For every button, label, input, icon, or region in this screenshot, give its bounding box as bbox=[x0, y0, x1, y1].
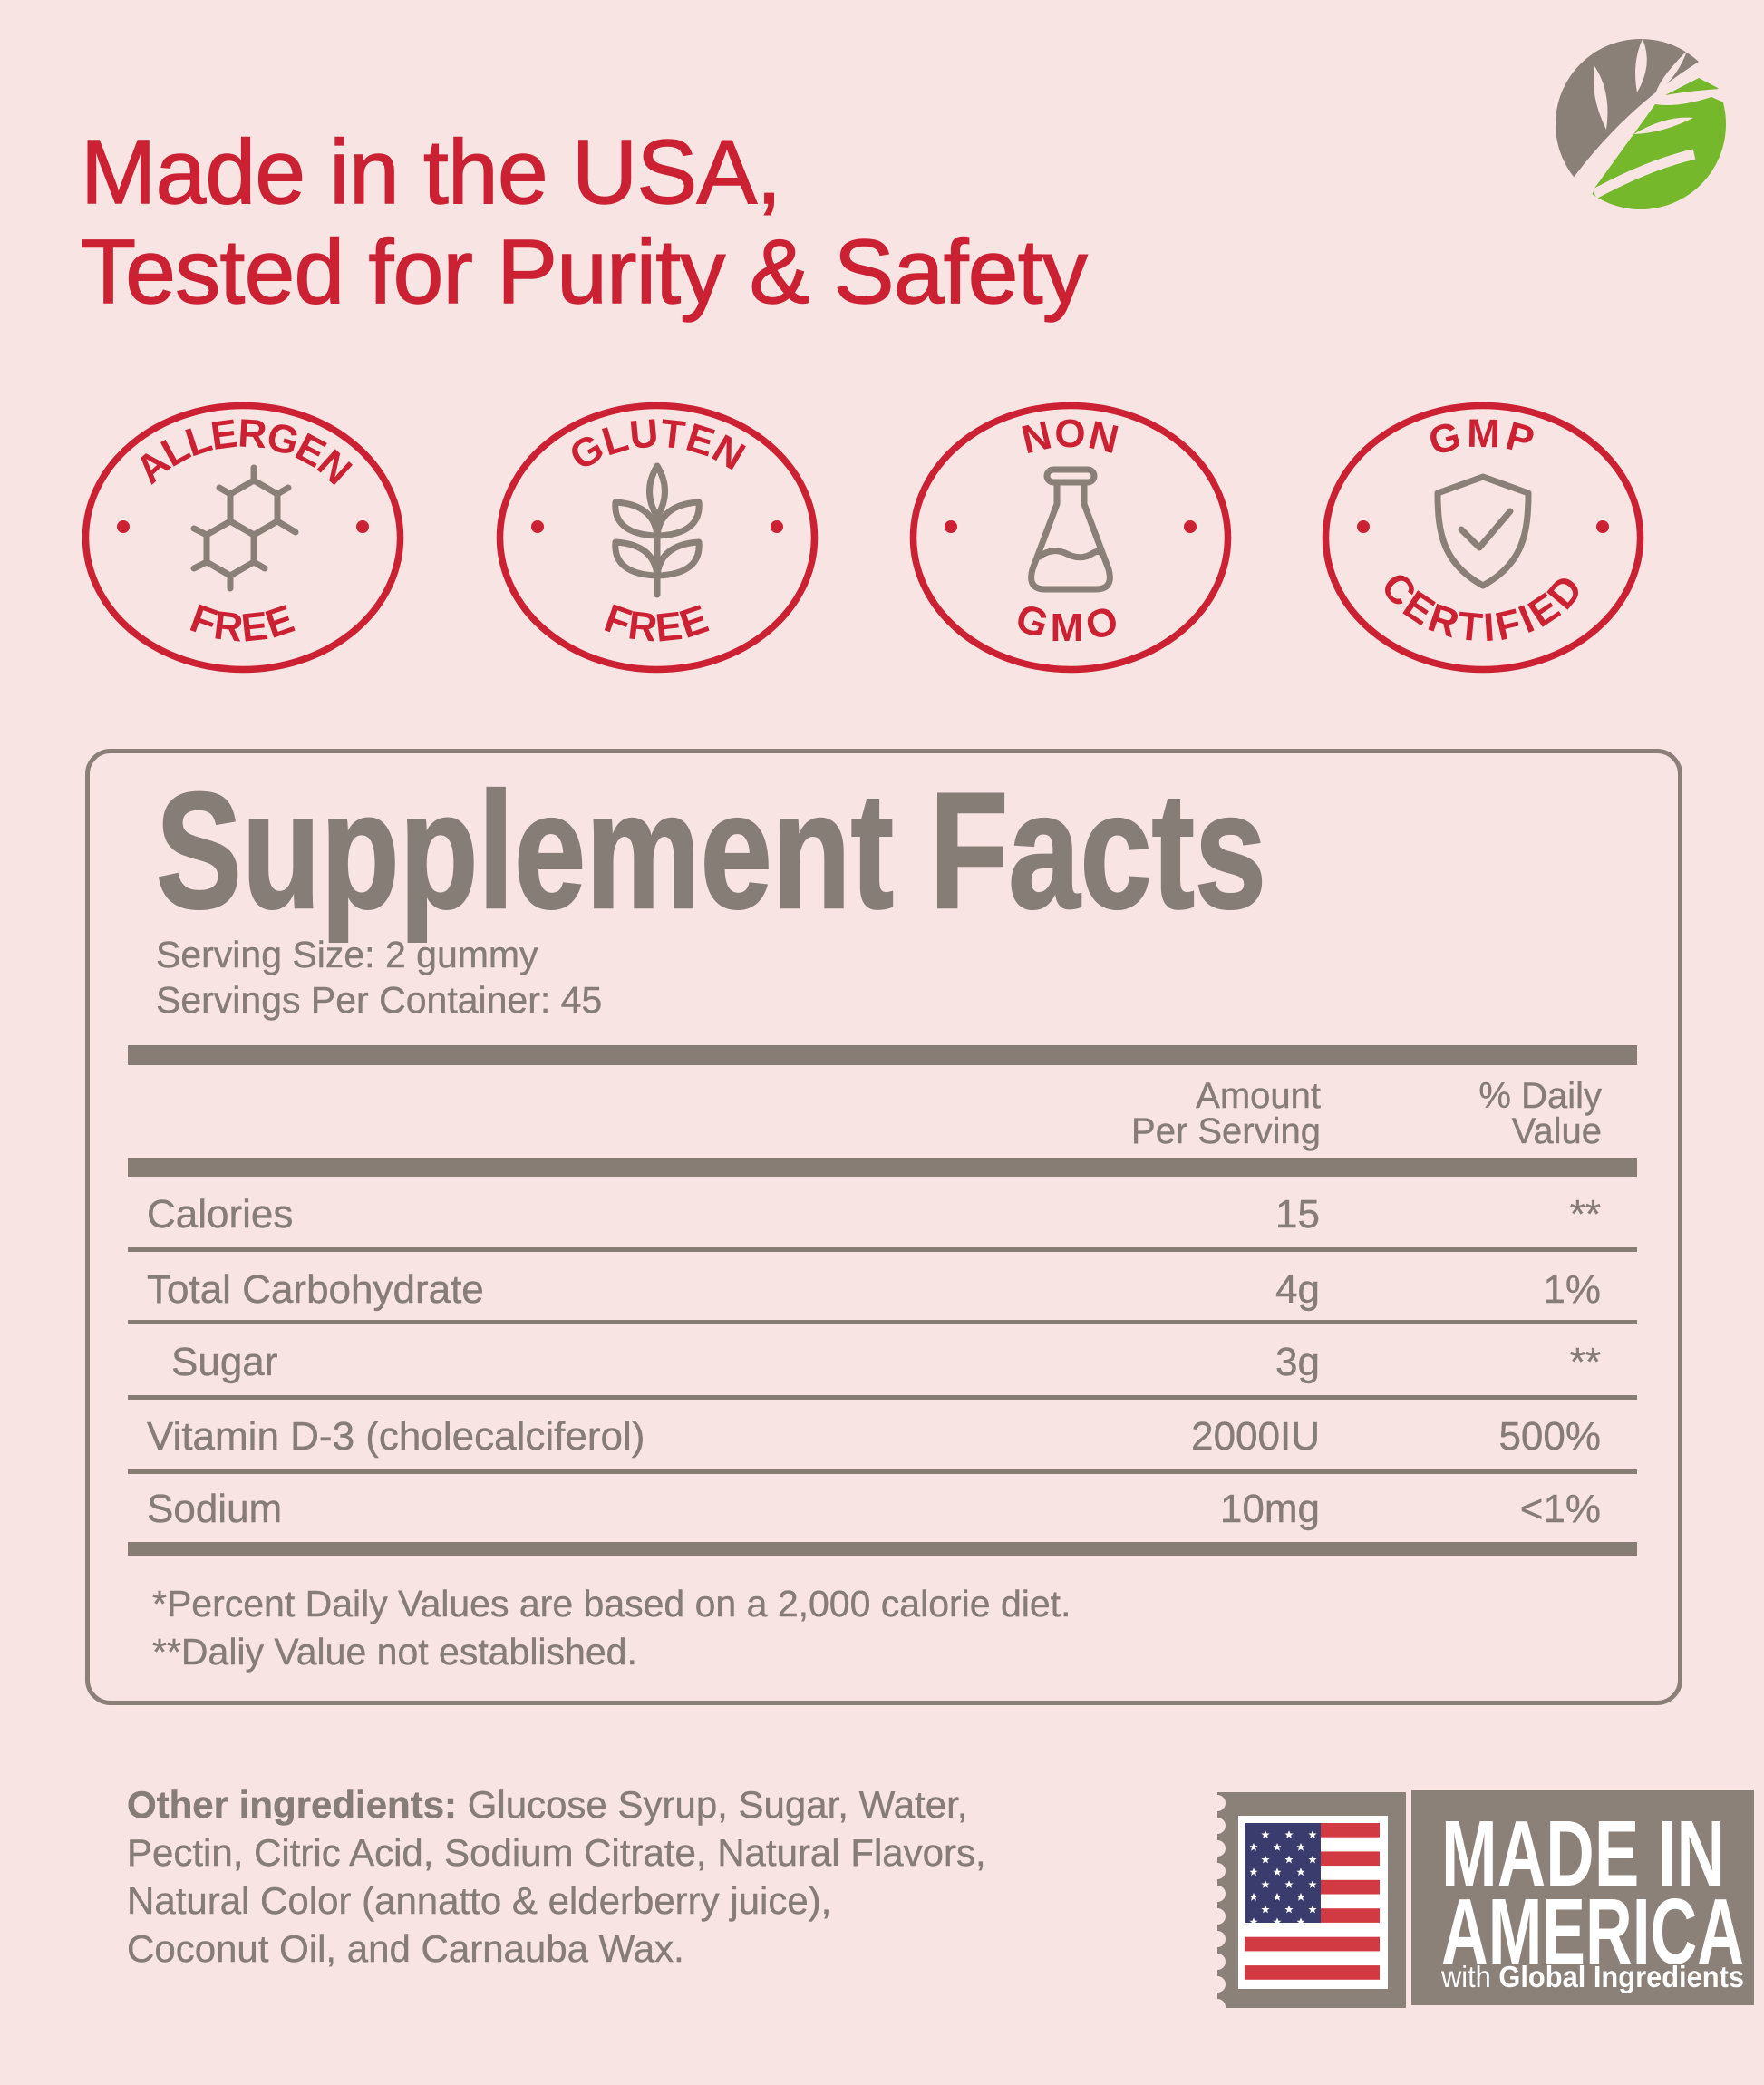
svg-text:AMERICA: AMERICA bbox=[1441, 1879, 1744, 1983]
svg-text:NON: NON bbox=[1017, 412, 1123, 462]
svg-text:Supplement Facts: Supplement Facts bbox=[156, 758, 1266, 943]
svg-text:MADE IN: MADE IN bbox=[1441, 1801, 1725, 1906]
svg-text:GMP: GMP bbox=[1424, 412, 1542, 465]
svg-text:with Global Ingredients: with Global Ingredients bbox=[1440, 1960, 1744, 1993]
